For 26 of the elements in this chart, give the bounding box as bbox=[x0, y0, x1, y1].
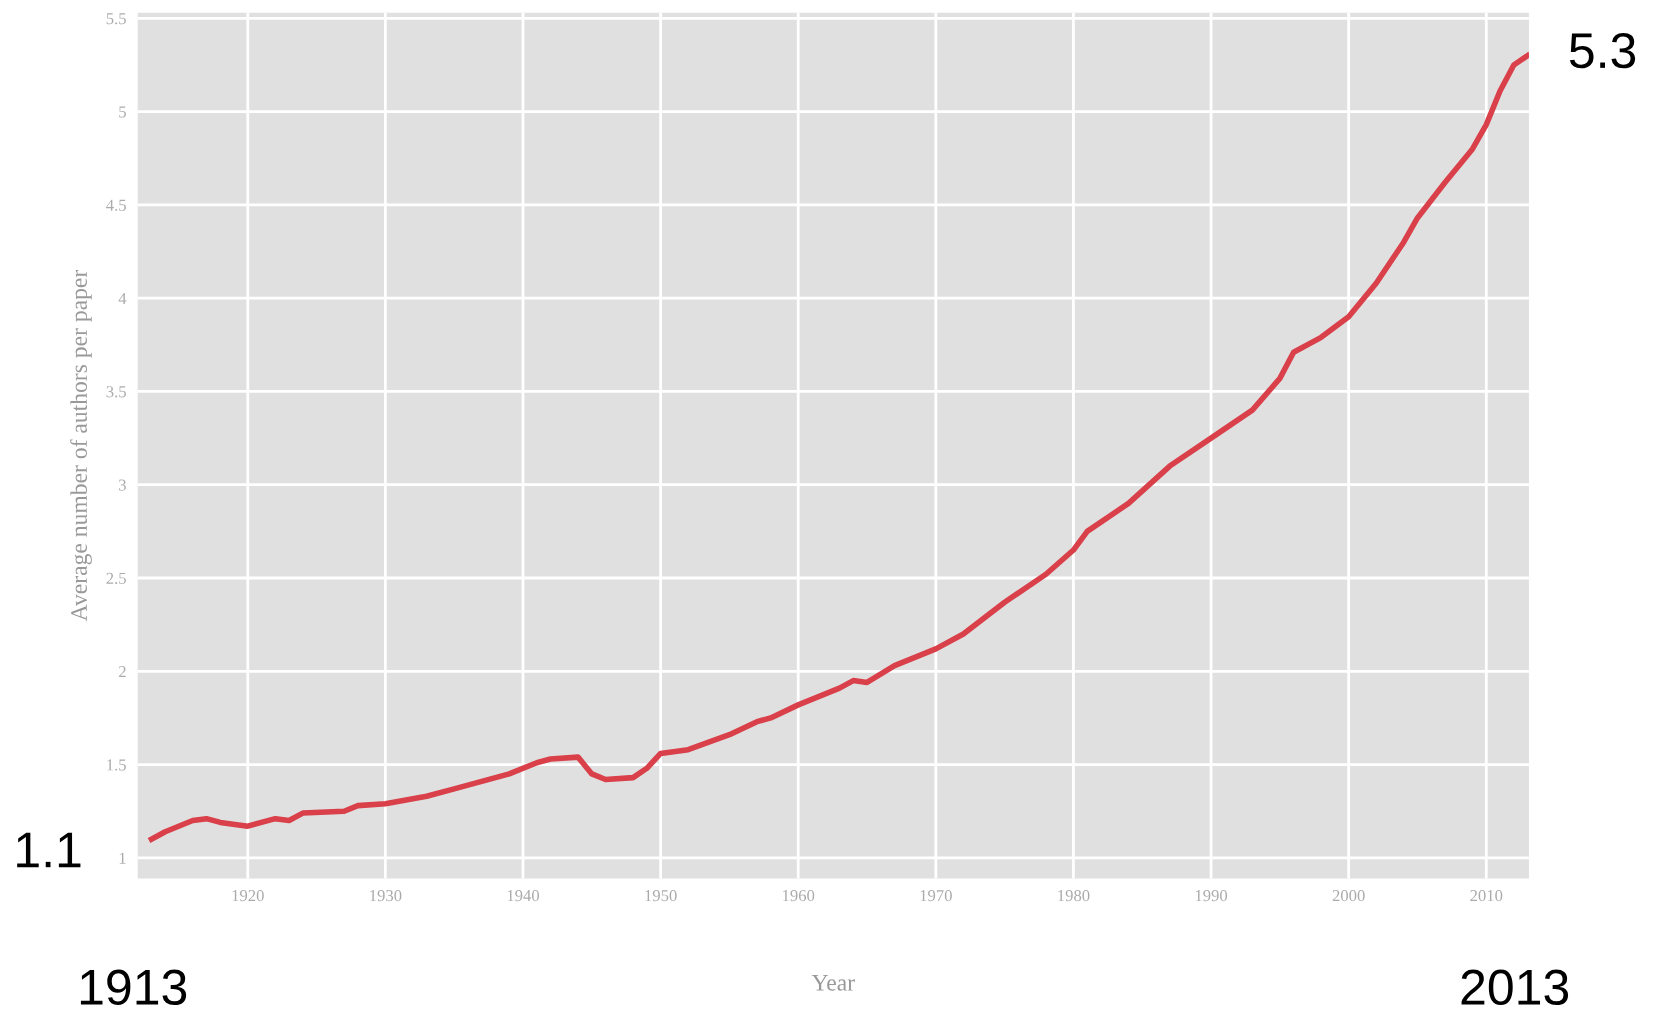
x-tick-label: 2010 bbox=[1470, 889, 1503, 902]
x-tick-label: 1940 bbox=[507, 889, 540, 902]
text: 5.3 bbox=[1569, 32, 1636, 69]
y-tick-label: 1.5 bbox=[107, 759, 126, 771]
x-tick-label: 1960 bbox=[783, 889, 815, 902]
y-tick-label: 4.5 bbox=[106, 199, 126, 211]
x-tick-label: 1920 bbox=[232, 889, 264, 902]
x-tick-label: 2000 bbox=[1332, 889, 1365, 902]
y-tick-label: 5.5 bbox=[106, 13, 126, 25]
y-tick-label: 5 bbox=[119, 106, 126, 118]
x-tick-label: 1970 bbox=[920, 889, 952, 902]
y-tick-label: 2.5 bbox=[106, 572, 126, 585]
text: 1.1 bbox=[17, 832, 81, 868]
y-tick-label: 3.5 bbox=[106, 386, 126, 398]
y-tick-label: 4 bbox=[118, 292, 127, 304]
x-tick-label: 1930 bbox=[370, 889, 402, 902]
x-axis-title: Year bbox=[811, 974, 855, 991]
x-tick-label: 1990 bbox=[1195, 889, 1228, 902]
y-axis-title: Average number of authors per paper bbox=[70, 269, 92, 622]
y-tick-label: 2 bbox=[118, 666, 126, 678]
text: 2013 bbox=[1461, 969, 1569, 1005]
y-tick-label: 1 bbox=[119, 852, 126, 864]
x-tick-label: 1950 bbox=[645, 889, 677, 902]
y-tick-label: 3 bbox=[119, 479, 126, 491]
text: 1913 bbox=[80, 969, 187, 1005]
x-tick-label: 1980 bbox=[1058, 889, 1090, 902]
